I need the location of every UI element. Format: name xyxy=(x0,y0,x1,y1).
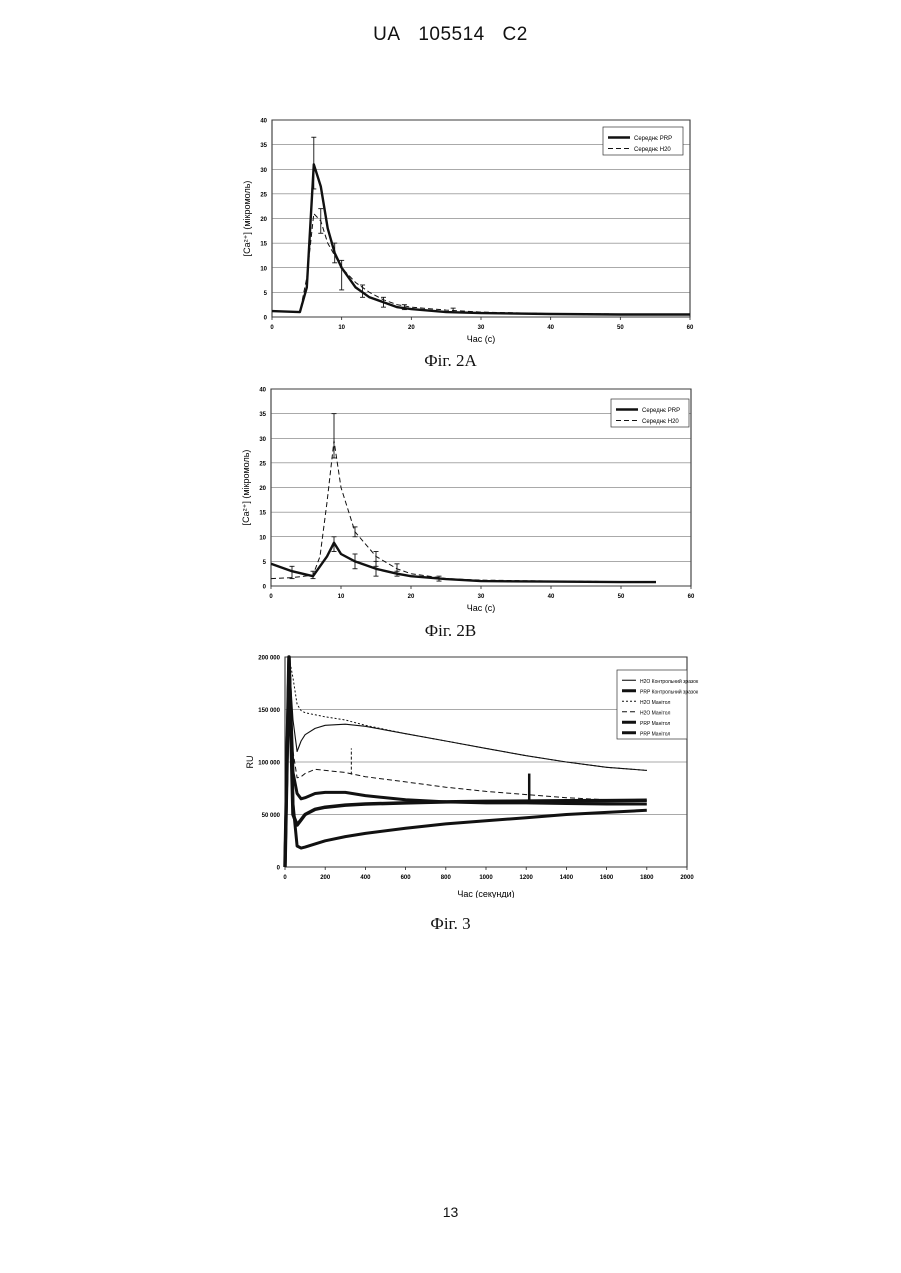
y-axis-label: [Ca²⁺] (мікромоль) xyxy=(242,181,252,257)
series-line-2 xyxy=(272,214,690,315)
x-tick-label: 10 xyxy=(338,594,345,600)
figure-3-chart: 0 50 000 100 000 150 000 200 000 0 200 400 600 80… xyxy=(0,648,901,898)
x-tick-label: 40 xyxy=(547,325,554,331)
legend-label: PRP Манітол xyxy=(640,721,670,727)
x-tick-label: 0 xyxy=(270,325,274,331)
figure-2b-caption: Фіг. 2В xyxy=(0,621,901,641)
x-tick-label: 40 xyxy=(548,594,555,600)
y-tick-label: 35 xyxy=(259,412,266,418)
y-tick-label: 150 000 xyxy=(258,708,280,714)
x-tick-label: 0 xyxy=(269,594,273,600)
series-line-1 xyxy=(271,543,656,582)
y-tick-label: 100 000 xyxy=(258,761,280,767)
legend-label: PRP Манітол xyxy=(640,731,670,737)
series-line-2 xyxy=(271,441,656,582)
figure-3-caption: Фіг. 3 xyxy=(0,914,901,934)
y-tick-label: 50 000 xyxy=(262,813,281,819)
figure-2b: 0 5 10 15 20 25 30 35 40 0 10 20 30 40 50 60 Час (с) [Ca²… xyxy=(0,380,901,615)
y-tick-label: 40 xyxy=(260,119,267,125)
y-tick-label: 200 000 xyxy=(258,656,280,662)
x-tick-label: 30 xyxy=(478,594,485,600)
y-tick-label: 15 xyxy=(259,511,266,517)
x-tick-label: 50 xyxy=(618,594,625,600)
y-tick-label: 30 xyxy=(259,437,266,443)
x-tick-label: 60 xyxy=(688,594,695,600)
y-tick-label: 25 xyxy=(259,461,266,467)
legend-label: Середнє PRP xyxy=(634,136,672,142)
x-tick-label: 20 xyxy=(408,325,415,331)
x-tick-label: 1200 xyxy=(520,875,534,881)
x-tick-label: 0 xyxy=(283,875,287,881)
y-tick-label: 10 xyxy=(259,535,266,541)
x-tick-label: 1800 xyxy=(640,875,654,881)
x-tick-label: 1400 xyxy=(560,875,574,881)
figure-2b-chart: 0 5 10 15 20 25 30 35 40 0 10 20 30 40 50 60 Час (с) [Ca²… xyxy=(0,380,901,615)
document-header: UA 105514 C2 xyxy=(0,24,901,46)
figure-2a-caption: Фіг. 2А xyxy=(0,351,901,371)
y-axis-label: [Ca²⁺] (мікромоль) xyxy=(241,450,251,526)
patent-number: 105514 xyxy=(418,24,484,45)
y-tick-label: 25 xyxy=(260,192,267,198)
legend-label: H2O Манітол xyxy=(640,700,670,706)
page-number: 13 xyxy=(0,1204,901,1220)
y-tick-label: 0 xyxy=(263,585,267,591)
x-tick-label: 200 xyxy=(320,875,331,881)
x-tick-label: 10 xyxy=(338,325,345,331)
figure-3: 0 50 000 100 000 150 000 200 000 0 200 400 600 80… xyxy=(0,648,901,898)
x-tick-label: 400 xyxy=(360,875,371,881)
x-tick-label: 1600 xyxy=(600,875,614,881)
x-axis-label: Час (с) xyxy=(467,603,496,613)
kind-code: C2 xyxy=(503,24,528,45)
y-tick-label: 20 xyxy=(259,486,266,492)
x-axis-label: Час (секунди) xyxy=(457,889,514,898)
x-tick-label: 1000 xyxy=(479,875,493,881)
legend-label: H2O Манітол xyxy=(640,710,670,716)
x-tick-label: 800 xyxy=(441,875,452,881)
y-tick-label: 5 xyxy=(263,560,267,566)
x-tick-label: 600 xyxy=(401,875,412,881)
y-tick-label: 30 xyxy=(260,168,267,174)
y-tick-label: 10 xyxy=(260,266,267,272)
country-code: UA xyxy=(373,24,400,45)
x-tick-label: 50 xyxy=(617,325,624,331)
y-axis-label: RU xyxy=(245,756,255,769)
y-tick-label: 0 xyxy=(277,866,281,872)
figure-2a-chart: 0 5 10 15 20 25 30 35 40 0 10 20 30 40 50 60 Час (с) [Ca²… xyxy=(0,110,901,345)
legend-label: PRP Контрольний зразок xyxy=(640,688,699,695)
x-tick-label: 60 xyxy=(687,325,694,331)
y-tick-label: 15 xyxy=(260,242,267,248)
y-tick-label: 40 xyxy=(259,388,266,394)
figure-2a: 0 5 10 15 20 25 30 35 40 0 10 20 30 40 50 60 Час (с) [Ca²… xyxy=(0,110,901,345)
y-tick-label: 35 xyxy=(260,143,267,149)
x-axis-label: Час (с) xyxy=(467,334,496,344)
series-line-1 xyxy=(272,164,690,314)
y-tick-label: 20 xyxy=(260,217,267,223)
y-tick-label: 5 xyxy=(264,291,268,297)
x-tick-label: 30 xyxy=(478,325,485,331)
legend-label: H2O Контрольний зразок xyxy=(640,678,699,685)
x-tick-label: 2000 xyxy=(680,875,694,881)
legend-label: Середнє H20 xyxy=(634,147,671,153)
y-tick-label: 0 xyxy=(264,316,268,322)
legend-label: Середнє H20 xyxy=(642,419,679,425)
x-tick-label: 20 xyxy=(408,594,415,600)
legend-label: Середнє PRP xyxy=(642,408,680,414)
